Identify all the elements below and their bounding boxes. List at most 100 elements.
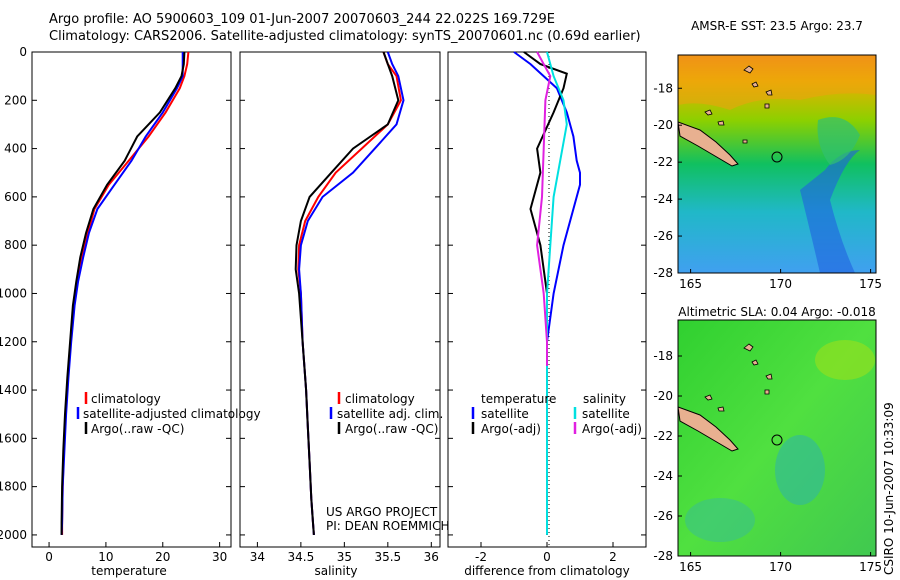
- x-tick-label: 0: [543, 550, 551, 564]
- lat-tick-label: -24: [653, 469, 673, 483]
- y-tick-label: 1000: [0, 286, 27, 300]
- legend-label-sal-argo: Argo(-adj): [582, 422, 642, 436]
- temperature-ticks: 0 10 20 30 0 200 400 600 800 1000 1200 1400 1600 1800…: [0, 45, 231, 564]
- sla-high-blob: [815, 340, 875, 380]
- salinity-xlabel: salinity: [314, 564, 357, 578]
- sst-map-frame: [677, 54, 877, 274]
- lat-tick-label: -20: [653, 118, 673, 132]
- y-tick-label: 1400: [0, 383, 27, 397]
- sla-map-frame: [677, 319, 877, 557]
- y-tick-label: 1600: [0, 431, 27, 445]
- sla-field: [678, 320, 876, 556]
- lon-tick-label: 165: [679, 277, 702, 291]
- y-tick-label: 600: [4, 190, 27, 204]
- series-line-argo-raw-qc-: [294, 51, 400, 535]
- x-tick-label: 35: [337, 550, 352, 564]
- y-tick-label: 0: [19, 45, 27, 59]
- temperature-series: [60, 51, 190, 535]
- x-tick-label: -2: [475, 550, 487, 564]
- islands-vanuatu: [704, 65, 773, 144]
- coastline-new-caledonia: [678, 121, 739, 167]
- x-tick-label: 2: [609, 550, 617, 564]
- legend-label-argo: Argo(..raw -QC): [91, 422, 184, 436]
- lat-tick-label: -28: [653, 549, 673, 563]
- project-label: US ARGO PROJECT: [326, 505, 438, 519]
- sst-map-panel: AMSR-E SST: 23.5 Argo: 23.7 165 170 175 -18…: [653, 19, 882, 291]
- x-tick-label: 35.5: [374, 550, 401, 564]
- difference-panel: -2 0 2 difference from climatology tempera…: [447, 51, 647, 578]
- temperature-xlabel: temperature: [91, 564, 166, 578]
- series-line-salinity-satellite: [546, 51, 568, 535]
- salinity-panel: 34 34.5 35 35.5 36 salinity climatology sate…: [239, 51, 449, 578]
- lat-tick-label: -26: [653, 509, 673, 523]
- temperature-legend: climatology satellite-adjusted climatolo…: [76, 392, 261, 436]
- legend-label-argo: Argo(..raw -QC): [345, 422, 438, 436]
- x-tick-label: 30: [212, 550, 227, 564]
- sst-field: [678, 55, 876, 273]
- cool-tongue: [800, 150, 860, 273]
- lon-tick-label: 175: [859, 277, 882, 291]
- sla-low-blob: [775, 435, 825, 505]
- temperature-axes: [31, 51, 232, 548]
- warm-eddy: [817, 117, 860, 165]
- lat-tick-label: -28: [653, 266, 673, 280]
- y-tick-label: 1800: [0, 480, 27, 494]
- sst-map-title: AMSR-E SST: 23.5 Argo: 23.7: [691, 19, 863, 33]
- x-tick-label: 36: [424, 550, 439, 564]
- series-line-climatology: [61, 51, 190, 535]
- x-tick-label: 34: [250, 550, 265, 564]
- legend-title-temperature: temperature: [481, 392, 556, 406]
- islands-vanuatu: [704, 343, 773, 412]
- warm-anomaly-top: [678, 55, 876, 110]
- lat-tick-label: -22: [653, 429, 673, 443]
- argo-location-marker: [771, 151, 783, 163]
- lat-tick-label: -20: [653, 389, 673, 403]
- temperature-panel: 0 10 20 30 0 200 400 600 800 1000 1200 1400 1600 1800…: [0, 45, 261, 578]
- lon-tick-label: 170: [769, 277, 792, 291]
- y-tick-label: 400: [4, 142, 27, 156]
- difference-series: [513, 51, 581, 535]
- lon-tick-label: 165: [679, 560, 702, 574]
- lat-tick-label: -24: [653, 192, 673, 206]
- figure-title-line1: Argo profile: AO 5900603_109 01-Jun-2007…: [49, 12, 555, 27]
- salinity-series: [294, 51, 405, 535]
- x-tick-label: 20: [155, 550, 170, 564]
- legend-label-climatology: climatology: [91, 392, 161, 406]
- difference-xlabel: difference from climatology: [464, 564, 630, 578]
- salinity-axes: [239, 51, 441, 548]
- legend-label-climatology: climatology: [345, 392, 415, 406]
- sla-map-title: Altimetric SLA: 0.04 Argo: -0.018: [678, 305, 875, 319]
- lat-tick-label: -22: [653, 155, 673, 169]
- sst-map-ticks: 165 170 175 -18 -20 -22 -24 -26 -28: [653, 81, 882, 291]
- series-line-argo-raw-qc-: [60, 51, 186, 535]
- coastline-new-caledonia: [678, 406, 739, 452]
- series-line-salinity-argo-adj-: [536, 51, 552, 366]
- y-tick-label: 200: [4, 93, 27, 107]
- difference-ticks: -2 0 2: [448, 51, 646, 564]
- lat-tick-label: -26: [653, 229, 673, 243]
- y-tick-label: 800: [4, 238, 27, 252]
- sla-map-panel: Altimetric SLA: 0.04 Argo: -0.018 165 170…: [653, 305, 882, 574]
- legend-label-temp-argo: Argo(-adj): [481, 422, 541, 436]
- legend-label-satellite: satellite-adjusted climatology: [83, 407, 261, 421]
- sla-low-blob-2: [685, 498, 755, 542]
- salinity-legend: climatology satellite adj. clim. Argo(..…: [329, 392, 443, 436]
- figure-title-line2: Climatology: CARS2006. Satellite-adjuste…: [49, 29, 641, 44]
- legend-title-salinity: salinity: [583, 392, 626, 406]
- x-tick-label: 10: [98, 550, 113, 564]
- pi-label: PI: DEAN ROEMMICH: [326, 519, 449, 533]
- x-tick-label: 34.5: [288, 550, 315, 564]
- legend-label-sal-satellite: satellite: [582, 407, 630, 421]
- salinity-ticks: 34 34.5 35 35.5 36: [240, 51, 440, 564]
- sla-map-ticks: 165 170 175 -18 -20 -22 -24 -26 -28: [653, 349, 882, 574]
- argo-location-marker: [771, 434, 783, 446]
- x-tick-label: 0: [45, 550, 53, 564]
- series-line-satellite-adjusted-climatology: [60, 52, 184, 535]
- legend-label-temp-satellite: satellite: [481, 407, 529, 421]
- legend-label-satellite: satellite adj. clim.: [337, 407, 443, 421]
- lon-tick-label: 175: [859, 560, 882, 574]
- lon-tick-label: 170: [769, 560, 792, 574]
- y-tick-label: 2000: [0, 528, 27, 542]
- difference-legend: temperature salinity satellite Argo(-adj…: [471, 392, 642, 436]
